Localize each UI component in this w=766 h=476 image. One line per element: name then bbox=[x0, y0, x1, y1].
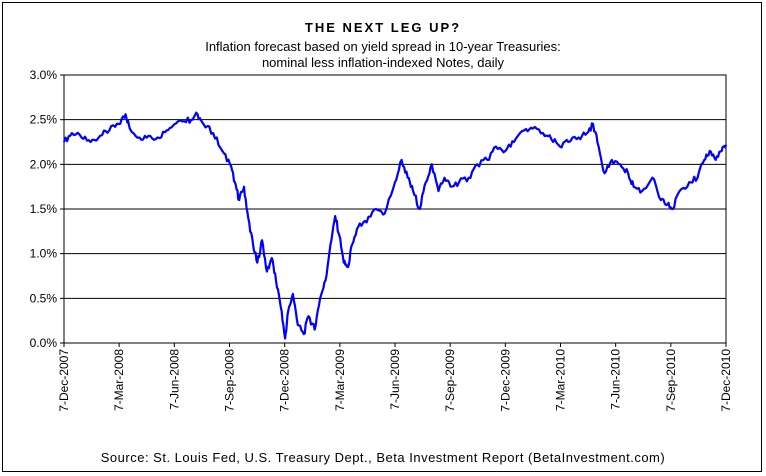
x-tick-label: 7-Dec-2009 bbox=[498, 349, 512, 412]
x-tick-label: 7-Mar-2009 bbox=[333, 349, 347, 411]
chart-frame bbox=[2, 2, 762, 472]
x-tick-label: 7-Dec-2010 bbox=[719, 349, 733, 412]
x-tick-label: 7-Jun-2009 bbox=[388, 349, 402, 410]
x-tick-label: 7-Jun-2008 bbox=[167, 349, 181, 410]
source-note: Source: St. Louis Fed, U.S. Treasury Dep… bbox=[101, 450, 665, 465]
y-tick-label: 2.0% bbox=[30, 157, 58, 171]
x-tick-label: 7-Sep-2008 bbox=[223, 349, 237, 412]
x-tick-label: 7-Dec-2007 bbox=[57, 349, 71, 412]
chart-title: THE NEXT LEG UP? bbox=[305, 20, 461, 35]
x-axis: 7-Dec-2007 7-Mar-2008 7-Jun-2008 7-Sep-2008… bbox=[57, 343, 733, 412]
chart-subtitle-line-2: nominal less inflation-indexed Notes, da… bbox=[262, 55, 505, 70]
gridlines bbox=[64, 74, 726, 344]
y-tick-label: 1.5% bbox=[30, 202, 58, 216]
y-tick-label: 2.5% bbox=[30, 113, 58, 127]
x-tick-label: 7-Dec-2008 bbox=[278, 349, 292, 412]
x-tick-label: 7-Sep-2009 bbox=[443, 349, 457, 412]
series-line bbox=[62, 111, 728, 340]
x-tick-label: 7-Sep-2010 bbox=[664, 349, 678, 412]
x-tick-label: 7-Jun-2010 bbox=[609, 349, 623, 410]
x-tick-label: 7-Mar-2010 bbox=[554, 349, 568, 411]
x-tick-label: 7-Mar-2008 bbox=[112, 349, 126, 411]
y-tick-label: 0.0% bbox=[30, 336, 58, 350]
y-tick-label: 0.5% bbox=[30, 291, 58, 305]
chart-subtitle-line-1: Inflation forecast based on yield spread… bbox=[205, 39, 561, 54]
y-tick-label: 1.0% bbox=[30, 247, 58, 261]
y-tick-label: 3.0% bbox=[30, 68, 58, 82]
y-axis: 0.0% 0.5% 1.0% 1.5% 2.0% 2.5% 3.0% bbox=[30, 68, 64, 350]
